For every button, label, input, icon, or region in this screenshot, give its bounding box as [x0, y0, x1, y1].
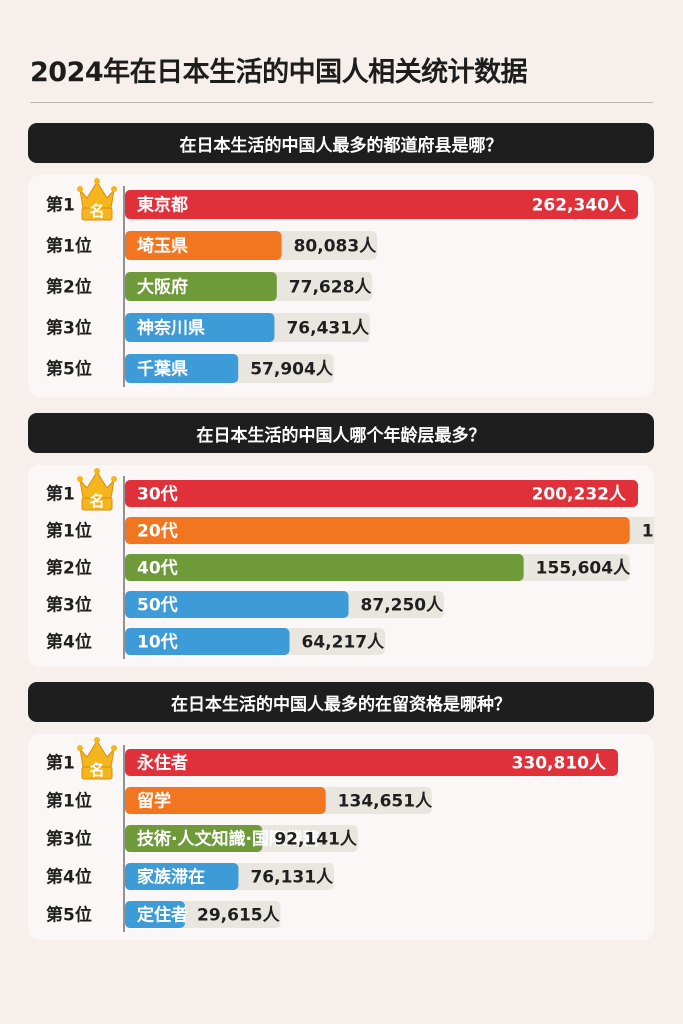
category-label: 家族滞在	[137, 867, 205, 888]
rank-label: 第3位	[46, 829, 92, 850]
value-label: 262,340人	[532, 196, 627, 216]
category-label: 40代	[137, 558, 178, 579]
value-pill	[252, 825, 358, 852]
value-pill	[228, 863, 334, 890]
value-pill	[271, 231, 378, 260]
category-label: 技術·人文知識·国際業務	[137, 829, 321, 850]
section-age-group: 在日本生活的中国人哪个年龄层最多？ 30代 200,232人 第1 名 20代 196,9…	[28, 413, 654, 667]
bar-2	[125, 787, 326, 814]
value-label: 155,604人	[536, 559, 631, 579]
rank-label: 第5位	[46, 905, 92, 926]
value-label: 29,615人	[197, 906, 281, 926]
value-pill	[175, 901, 281, 928]
crown-icon: 名	[77, 737, 117, 780]
category-label: 神奈川県	[137, 318, 205, 339]
bar-2	[125, 517, 630, 544]
rank-label: 第3位	[46, 318, 92, 339]
crown-char: 名	[89, 761, 104, 779]
value-label: 57,904人	[250, 360, 334, 380]
age-group-bar-chart: 30代200,232人第1名20代196,989人第1位40代155,604人第…	[46, 468, 654, 659]
bar-4	[125, 313, 275, 342]
category-label: 千葉県	[137, 359, 188, 380]
rank-label: 第4位	[46, 632, 92, 653]
chart-card: 永住者 330,810人 第1 名留学 134,651人 第1位技術·人文知識·国際業務 9…	[28, 734, 654, 940]
crown-icon: 名	[77, 468, 117, 511]
value-pill	[338, 591, 445, 618]
chart-card: 30代200,232人第1名20代196,989人第1位40代155,604人第…	[28, 465, 654, 667]
bar-4	[125, 591, 349, 618]
rank-label: 第1	[46, 484, 75, 505]
rank-label: 第1位	[46, 791, 92, 812]
value-label: 80,083人	[294, 237, 378, 257]
rank-label: 第1	[46, 753, 75, 774]
category-label: 10代	[137, 632, 178, 653]
section-header: 在日本生活的中国人最多的都道府县是哪？	[28, 123, 654, 163]
bar-3	[125, 825, 263, 852]
value-pill	[264, 313, 370, 342]
bar-3	[125, 554, 524, 581]
value-pill	[266, 272, 373, 301]
value-label: 87,250人	[361, 596, 445, 616]
category-label: 20代	[137, 521, 178, 542]
value-label: 330,810人	[512, 754, 607, 774]
category-label: 留学	[137, 791, 171, 812]
section-prefecture: 在日本生活的中国人最多的都道府县是哪？ 東京都 262,340人 第1 名埼玉県 80,…	[28, 123, 654, 397]
value-label: 77,628人	[289, 278, 373, 298]
value-label: 200,232人	[532, 485, 627, 505]
rank-label: 第4位	[46, 867, 92, 888]
category-label: 定住者	[137, 905, 188, 926]
rank-label: 第3位	[46, 595, 92, 616]
rank-label: 第5位	[46, 359, 92, 380]
chart-card: 東京都 262,340人 第1 名埼玉県 80,083人 第1位大阪府 77,628人 第2位…	[28, 175, 654, 397]
category-label: 永住者	[136, 753, 188, 774]
category-label: 50代	[137, 595, 178, 616]
crown-char: 名	[89, 492, 104, 510]
bar-5	[125, 901, 185, 928]
section-header: 在日本生活的中国人哪个年龄层最多？	[28, 413, 654, 453]
bar-5	[125, 628, 290, 655]
bar-4	[125, 863, 239, 890]
rank-label: 第2位	[46, 277, 92, 298]
value-label: 76,131人	[250, 868, 334, 888]
category-label: 大阪府	[137, 277, 188, 298]
value-label: 196,989人	[642, 522, 654, 542]
bar-5	[125, 354, 239, 383]
bar-1	[125, 480, 638, 507]
rank-label: 第1位	[46, 521, 92, 542]
value-label: 64,217人	[302, 633, 386, 653]
value-pill	[228, 354, 334, 383]
title-divider	[30, 102, 653, 103]
section-residence-status: 在日本生活的中国人最多的在留资格是哪种？ 永住者 330,810人 第1 名留学 134…	[28, 682, 654, 940]
bar-1	[125, 190, 638, 219]
rank-label: 第2位	[46, 558, 92, 579]
rank-label: 第1	[46, 195, 75, 216]
crown-char: 名	[89, 202, 104, 220]
bar-2	[125, 231, 282, 260]
category-label: 30代	[137, 484, 178, 505]
residence-status-bar-chart: 永住者 330,810人 第1 名留学 134,651人 第1位技術·人文知識·国際業務9…	[46, 737, 618, 932]
page-title: 2024年在日本生活的中国人相关统计数据	[30, 57, 528, 88]
value-label: 134,651人	[338, 792, 433, 812]
bar-3	[125, 272, 277, 301]
value-pill	[513, 554, 630, 581]
value-label: 92,141人	[274, 830, 358, 850]
value-label: 76,431人	[286, 319, 370, 339]
value-pill	[279, 628, 386, 655]
bar-1	[125, 749, 618, 776]
category-label: 東京都	[137, 195, 188, 216]
category-label: 埼玉県	[137, 236, 188, 257]
crown-icon: 名	[77, 178, 117, 221]
section-header: 在日本生活的中国人最多的在留资格是哪种？	[28, 682, 654, 722]
rank-label: 第1位	[46, 236, 92, 257]
value-pill	[315, 787, 432, 814]
